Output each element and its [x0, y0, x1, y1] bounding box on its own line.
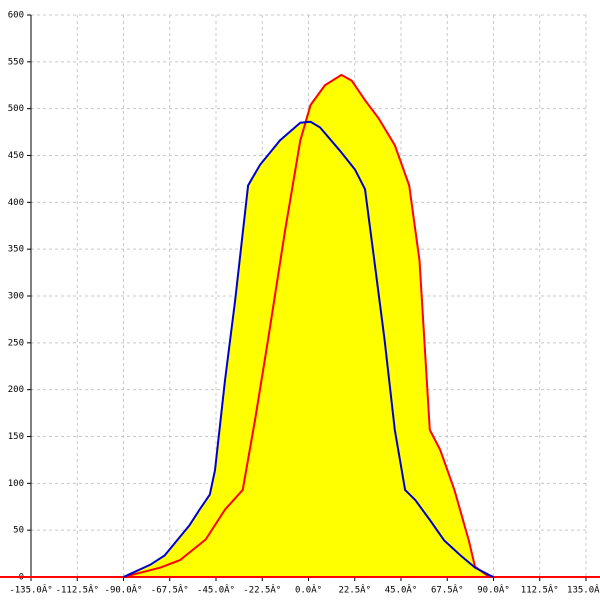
- y-tick-label: 250: [8, 338, 24, 348]
- y-tick-label: 550: [8, 57, 24, 67]
- y-tick-label: 100: [8, 479, 24, 489]
- y-tick-label: 500: [8, 104, 24, 114]
- x-tick-label: -22.5Â°: [243, 584, 281, 596]
- y-tick-label: 150: [8, 432, 24, 442]
- x-tick-label: 90.0Â°: [477, 584, 510, 596]
- x-tick-label: 67.5Â°: [431, 584, 464, 596]
- x-tick-label: -135.0Â°: [9, 584, 52, 596]
- y-tick-label: 50: [13, 526, 24, 536]
- x-tick-label: -45.0Â°: [197, 584, 235, 596]
- x-tick-label: -112.5Â°: [56, 584, 99, 596]
- x-tick-label: 22.5Â°: [338, 584, 371, 596]
- x-tick-label: -90.0Â°: [105, 584, 143, 596]
- x-tick-label: 45.0Â°: [385, 584, 418, 596]
- y-tick-label: 200: [8, 385, 24, 395]
- series-line: [123, 120, 494, 578]
- y-tick-label: 350: [8, 245, 24, 255]
- y-tick-label: 400: [8, 198, 24, 208]
- y-tick-label: 300: [8, 292, 24, 302]
- x-tick-label: -67.5Â°: [151, 584, 189, 596]
- y-tick-label: 600: [8, 11, 24, 21]
- y-tick-label: 450: [8, 151, 24, 161]
- x-tick-label: 112.5Â°: [521, 584, 559, 596]
- x-tick-label: 135.0Â°: [567, 584, 600, 596]
- series-line: [123, 73, 490, 578]
- x-tick-label: 0.0Â°: [295, 584, 322, 596]
